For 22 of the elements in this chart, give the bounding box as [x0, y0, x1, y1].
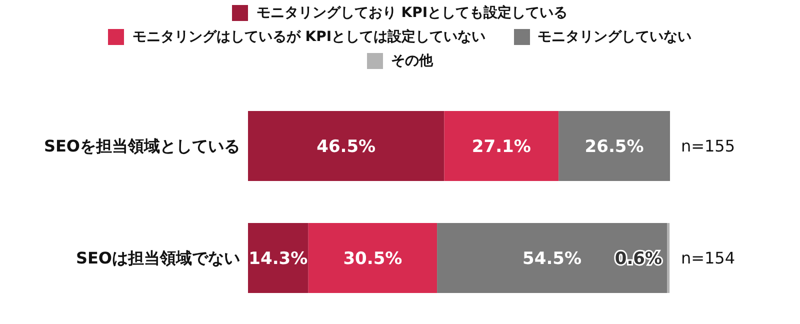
data-label: 54.5% [522, 249, 582, 270]
data-label: 26.5% [584, 137, 644, 158]
data-label: 14.3% [248, 249, 308, 270]
bar [444, 111, 559, 181]
y-tick-label: SEOは担当領域でない [76, 248, 240, 268]
legend-label: モニタリングはしているが KPIとしては設定していない [132, 28, 486, 46]
bar [248, 111, 444, 181]
bar [667, 223, 670, 293]
bar [248, 223, 308, 293]
data-label: 30.5% [343, 249, 402, 270]
y-tick-label: SEOを担当領域としている [44, 136, 240, 156]
bar [558, 111, 670, 181]
legend-label: その他 [391, 52, 433, 70]
text: n=154 [680, 248, 736, 268]
legend-label: モニタリングしていない [538, 28, 692, 46]
text: n=155 [680, 136, 736, 156]
bar [308, 223, 438, 293]
data-label: 0.6% [614, 249, 662, 270]
data-label: 46.5% [316, 137, 376, 158]
legend-label: モニタリングしており KPIとしても設定している [256, 4, 568, 22]
data-label: 27.1% [472, 137, 531, 158]
bar [437, 223, 668, 293]
